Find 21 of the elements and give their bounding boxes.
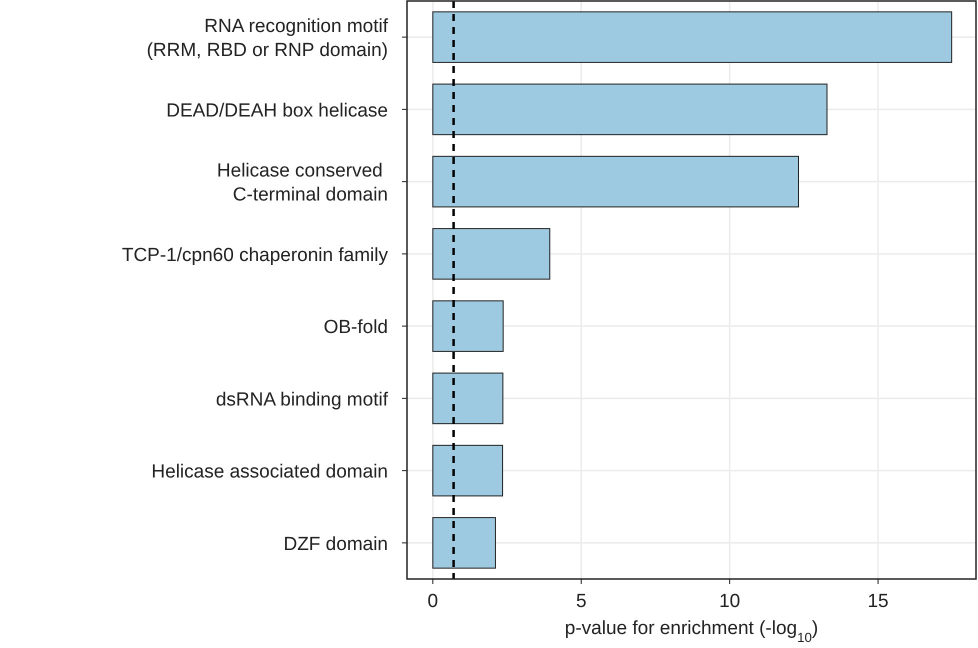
- y-tick-label: DZF domain: [283, 534, 388, 555]
- bar: [432, 228, 550, 280]
- bar: [432, 11, 952, 63]
- x-tick-label: 15: [867, 591, 889, 612]
- bar: [432, 156, 800, 208]
- y-tick-label: RNA recognition motif (RRM, RBD or RNP domain): [146, 16, 389, 62]
- x-tick-label: 5: [576, 591, 587, 612]
- y-tick-label: DEAD/DEAH box helicase: [166, 100, 388, 122]
- y-tick-label: OB-fold: [324, 317, 388, 338]
- bar: [432, 300, 504, 352]
- y-tick-label: Helicase conserved C-terminal domain: [216, 160, 388, 206]
- bar: [432, 84, 828, 136]
- bar: [432, 517, 496, 569]
- y-tick-label: TCP-1/cpn60 chaperonin family: [122, 244, 388, 266]
- bar: [432, 444, 504, 496]
- bar: [432, 372, 504, 424]
- y-tick-label: Helicase associated domain: [151, 462, 388, 483]
- x-tick-label: 0: [428, 591, 438, 612]
- x-tick-label: 10: [719, 591, 740, 612]
- x-axis-title: p-value for enrichment (-log$_{10}$): [564, 618, 818, 644]
- y-tick-label: dsRNA binding motif: [216, 389, 389, 410]
